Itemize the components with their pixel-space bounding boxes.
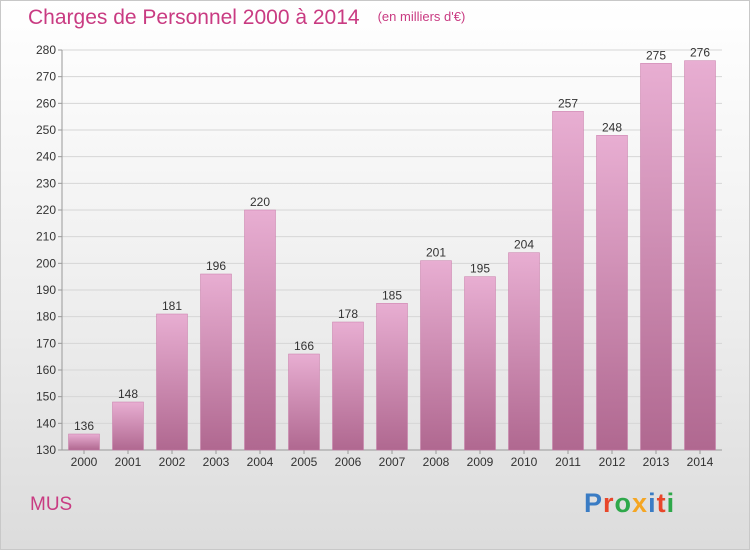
x-tick-label: 2006 [335,455,362,469]
y-tick-label: 180 [36,310,56,324]
y-tick-label: 280 [36,43,56,57]
y-tick-label: 240 [36,150,56,164]
bar [332,321,364,451]
y-tick-label: 210 [36,230,56,244]
bar [244,209,276,451]
y-tick-label: 270 [36,70,56,84]
x-tick-label: 2005 [291,455,318,469]
x-tick-label: 2013 [643,455,670,469]
bar [596,135,628,451]
y-tick-label: 260 [36,96,56,110]
proxiti-logo: Proxiti [584,488,675,519]
data-label: 181 [162,299,182,313]
y-tick-label: 160 [36,363,56,377]
data-label: 220 [250,195,270,209]
commune-name: MUS [30,494,73,515]
x-tick-label: 2007 [379,455,406,469]
logo-letter: i [648,488,657,518]
data-label: 275 [646,48,666,62]
logo-letter: t [656,488,667,518]
y-tick-label: 190 [36,283,56,297]
x-tick-label: 2003 [203,455,230,469]
bar [200,273,232,451]
data-label: 248 [602,120,622,134]
logo-letter: i [666,488,676,518]
data-label: 166 [294,339,314,353]
data-label: 204 [514,238,534,252]
data-label: 148 [118,387,138,401]
data-label: 196 [206,259,226,273]
bar [640,63,672,451]
data-label: 136 [74,419,94,433]
y-tick-label: 170 [36,336,56,350]
logo-letter: o [614,488,633,518]
data-label: 185 [382,288,402,302]
logo-letter: r [603,488,615,518]
bar [684,60,716,451]
y-tick-label: 220 [36,203,56,217]
data-label: 276 [690,46,710,60]
bar [112,401,144,451]
y-tick-label: 140 [36,416,56,430]
logo-letter: x [632,488,649,518]
x-tick-label: 2008 [423,455,450,469]
x-tick-label: 2000 [71,455,98,469]
bar [552,111,584,451]
data-label: 195 [470,262,490,276]
bar [68,433,100,451]
labels: 130 140 150 160 170 180 190 200 210 220 230 240 250 2… [36,43,714,469]
bars [68,60,716,451]
chart-subtitle: (en milliers d'€) [377,9,466,24]
chart-title: Charges de Personnel 2000 à 2014 (en mill… [28,6,465,30]
y-tick-label: 200 [36,256,56,270]
y-tick-label: 250 [36,123,56,137]
bar [156,313,188,451]
x-tick-label: 2009 [467,455,494,469]
x-tick-label: 2002 [159,455,186,469]
x-tick-label: 2012 [599,455,626,469]
bar [376,303,408,451]
data-label: 257 [558,96,578,110]
x-tick-label: 2011 [555,455,581,469]
bar [508,252,540,451]
x-tick-label: 2010 [511,455,538,469]
x-tick-label: 2014 [687,455,714,469]
y-tick-label: 150 [36,390,56,404]
y-tick-label: 130 [36,443,56,457]
x-tick-label: 2001 [115,455,142,469]
bar [288,353,320,451]
x-tick-label: 2004 [247,455,274,469]
y-tick-label: 230 [36,176,56,190]
data-label: 178 [338,307,358,321]
bar [464,276,496,451]
chart-title-text: Charges de Personnel 2000 à 2014 [28,6,360,29]
logo-letter: P [584,488,604,518]
bar [420,260,452,451]
data-label: 201 [426,246,446,260]
